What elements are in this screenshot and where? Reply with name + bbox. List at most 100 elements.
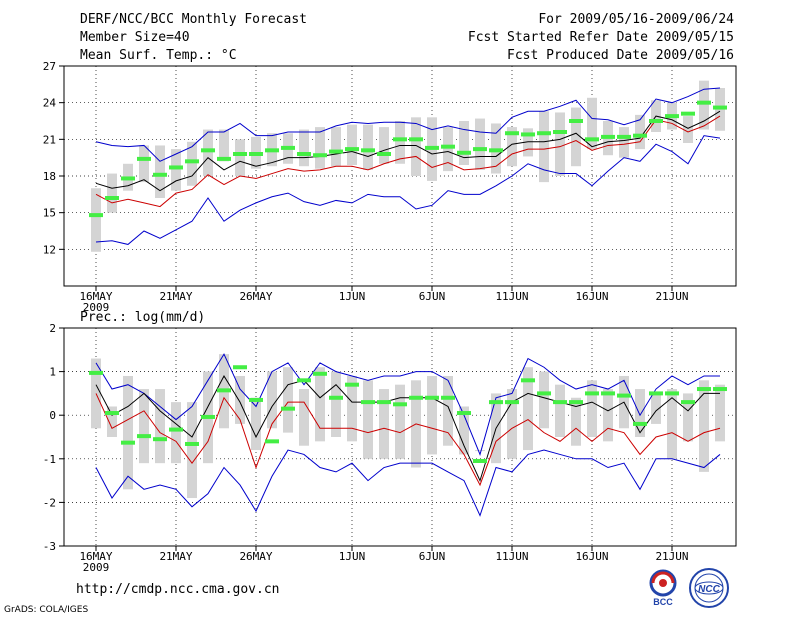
temp-median-marker <box>249 152 263 156</box>
temp-box <box>299 129 309 167</box>
prec-box <box>523 367 533 451</box>
prec-median-marker <box>585 391 599 396</box>
source-url[interactable]: http://cmdp.ncc.cma.gov.cn <box>76 582 280 597</box>
prec-box <box>459 406 469 455</box>
prec-ytick-label: -2 <box>43 496 56 509</box>
temp-upper-line <box>95 87 721 162</box>
temp-panel: 12 15 18 21 24 27 16MAY 21MAY 26MAY 1JUN 6JUN 11JUN… <box>43 60 737 314</box>
temp-xtick-label: 21JUN <box>655 290 688 303</box>
temp-ytick-label: 12 <box>43 243 56 256</box>
prec-box <box>651 393 661 424</box>
prec-box <box>123 375 133 490</box>
prec-median-marker <box>185 441 199 446</box>
temp-box <box>523 128 533 157</box>
temp-median-marker <box>713 105 727 110</box>
prec-median-marker <box>553 400 567 405</box>
temp-box <box>331 127 341 167</box>
prec-box <box>379 389 389 459</box>
prec-median-marker <box>105 411 119 416</box>
prec-box <box>475 450 485 452</box>
temp-median-marker <box>393 137 407 142</box>
temp-box <box>459 121 469 165</box>
prec-xtick-label: 21MAY <box>159 550 192 563</box>
prec-median-marker <box>329 395 343 400</box>
prec-median-marker <box>361 400 375 405</box>
prec-frame <box>63 327 737 547</box>
prec-xtick-label: 16MAY <box>79 550 112 563</box>
prec-box <box>187 402 197 499</box>
temp-box <box>539 111 549 183</box>
temp-box <box>187 141 197 186</box>
temp-median-marker <box>361 148 375 153</box>
prec-median-marker <box>377 400 391 405</box>
temp-box <box>235 139 245 176</box>
prec-box <box>155 389 165 464</box>
variable-label-precipitation: Prec.: log(mm/d) <box>80 310 206 325</box>
temp-median-marker <box>121 176 135 181</box>
temp-median-marker <box>265 148 279 153</box>
temp-median-marker <box>633 133 647 138</box>
prec-xtick-label: 1JUN <box>339 550 366 563</box>
prec-box <box>699 380 709 472</box>
prec-median-marker <box>617 393 631 398</box>
temp-box <box>315 127 325 169</box>
temp-median-marker <box>569 119 583 123</box>
temp-lower-envelope-line <box>95 135 721 245</box>
temp-box <box>683 116 693 143</box>
temp-median-marker <box>681 111 695 116</box>
prec-median-marker <box>537 391 551 396</box>
prec-ytick-label: 2 <box>49 322 56 335</box>
temp-box <box>699 80 709 130</box>
prec-red-line <box>95 393 721 487</box>
prec-median-marker <box>601 391 615 396</box>
prec-box <box>315 367 325 442</box>
prec-box <box>107 406 117 437</box>
temp-red-line <box>95 115 721 208</box>
prec-box <box>363 380 373 459</box>
temp-median-marker <box>329 149 343 154</box>
prec-box <box>331 371 341 437</box>
prec-xtick-label: 16JUN <box>575 550 608 563</box>
temp-box <box>139 145 149 183</box>
temp-median-marker <box>649 119 663 123</box>
prec-median-marker <box>345 382 359 387</box>
prec-median-marker <box>569 400 583 405</box>
temp-box <box>155 145 165 198</box>
temp-box <box>171 149 181 191</box>
prec-ytick-label: 1 <box>49 366 56 379</box>
prec-median-marker <box>633 421 647 426</box>
prec-box <box>507 389 517 459</box>
prec-median-marker <box>649 391 663 396</box>
prec-median-marker <box>505 400 519 405</box>
prec-median-marker <box>521 378 535 383</box>
temp-median-marker <box>617 134 631 139</box>
temp-box <box>443 127 453 172</box>
chart-title: DERF/NCC/BCC Monthly Forecast <box>80 12 307 27</box>
temp-median-marker <box>409 137 423 142</box>
temp-median-marker <box>217 156 231 161</box>
temp-median-marker <box>345 147 359 152</box>
temp-median-marker <box>665 114 679 119</box>
prec-median-marker <box>89 370 103 375</box>
temp-box <box>619 127 629 158</box>
prec-median-marker <box>409 395 423 400</box>
temp-median-marker <box>425 145 439 150</box>
forecast-start-date: Fcst Started Refer Date 2009/05/15 <box>467 30 734 45</box>
temp-box <box>507 127 517 167</box>
prec-median-marker <box>137 434 151 439</box>
temp-xtick-label: 6JUN <box>419 290 446 303</box>
forecast-produced-date: Fcst Produced Date 2009/05/16 <box>507 48 734 63</box>
temp-median-marker <box>457 150 471 155</box>
temp-xtick-label: 1JUN <box>339 290 366 303</box>
prec-box <box>667 389 677 459</box>
prec-median-marker <box>713 387 727 392</box>
prec-median-marker <box>473 458 487 463</box>
temp-median-marker <box>473 147 487 152</box>
bcc-logo: BCC <box>649 569 677 607</box>
temp-box <box>347 124 357 165</box>
prec-box <box>299 389 309 446</box>
prec-median-marker <box>201 414 215 419</box>
temp-median-marker <box>297 152 311 156</box>
temp-box <box>203 129 213 176</box>
prec-mean-line <box>95 374 720 483</box>
